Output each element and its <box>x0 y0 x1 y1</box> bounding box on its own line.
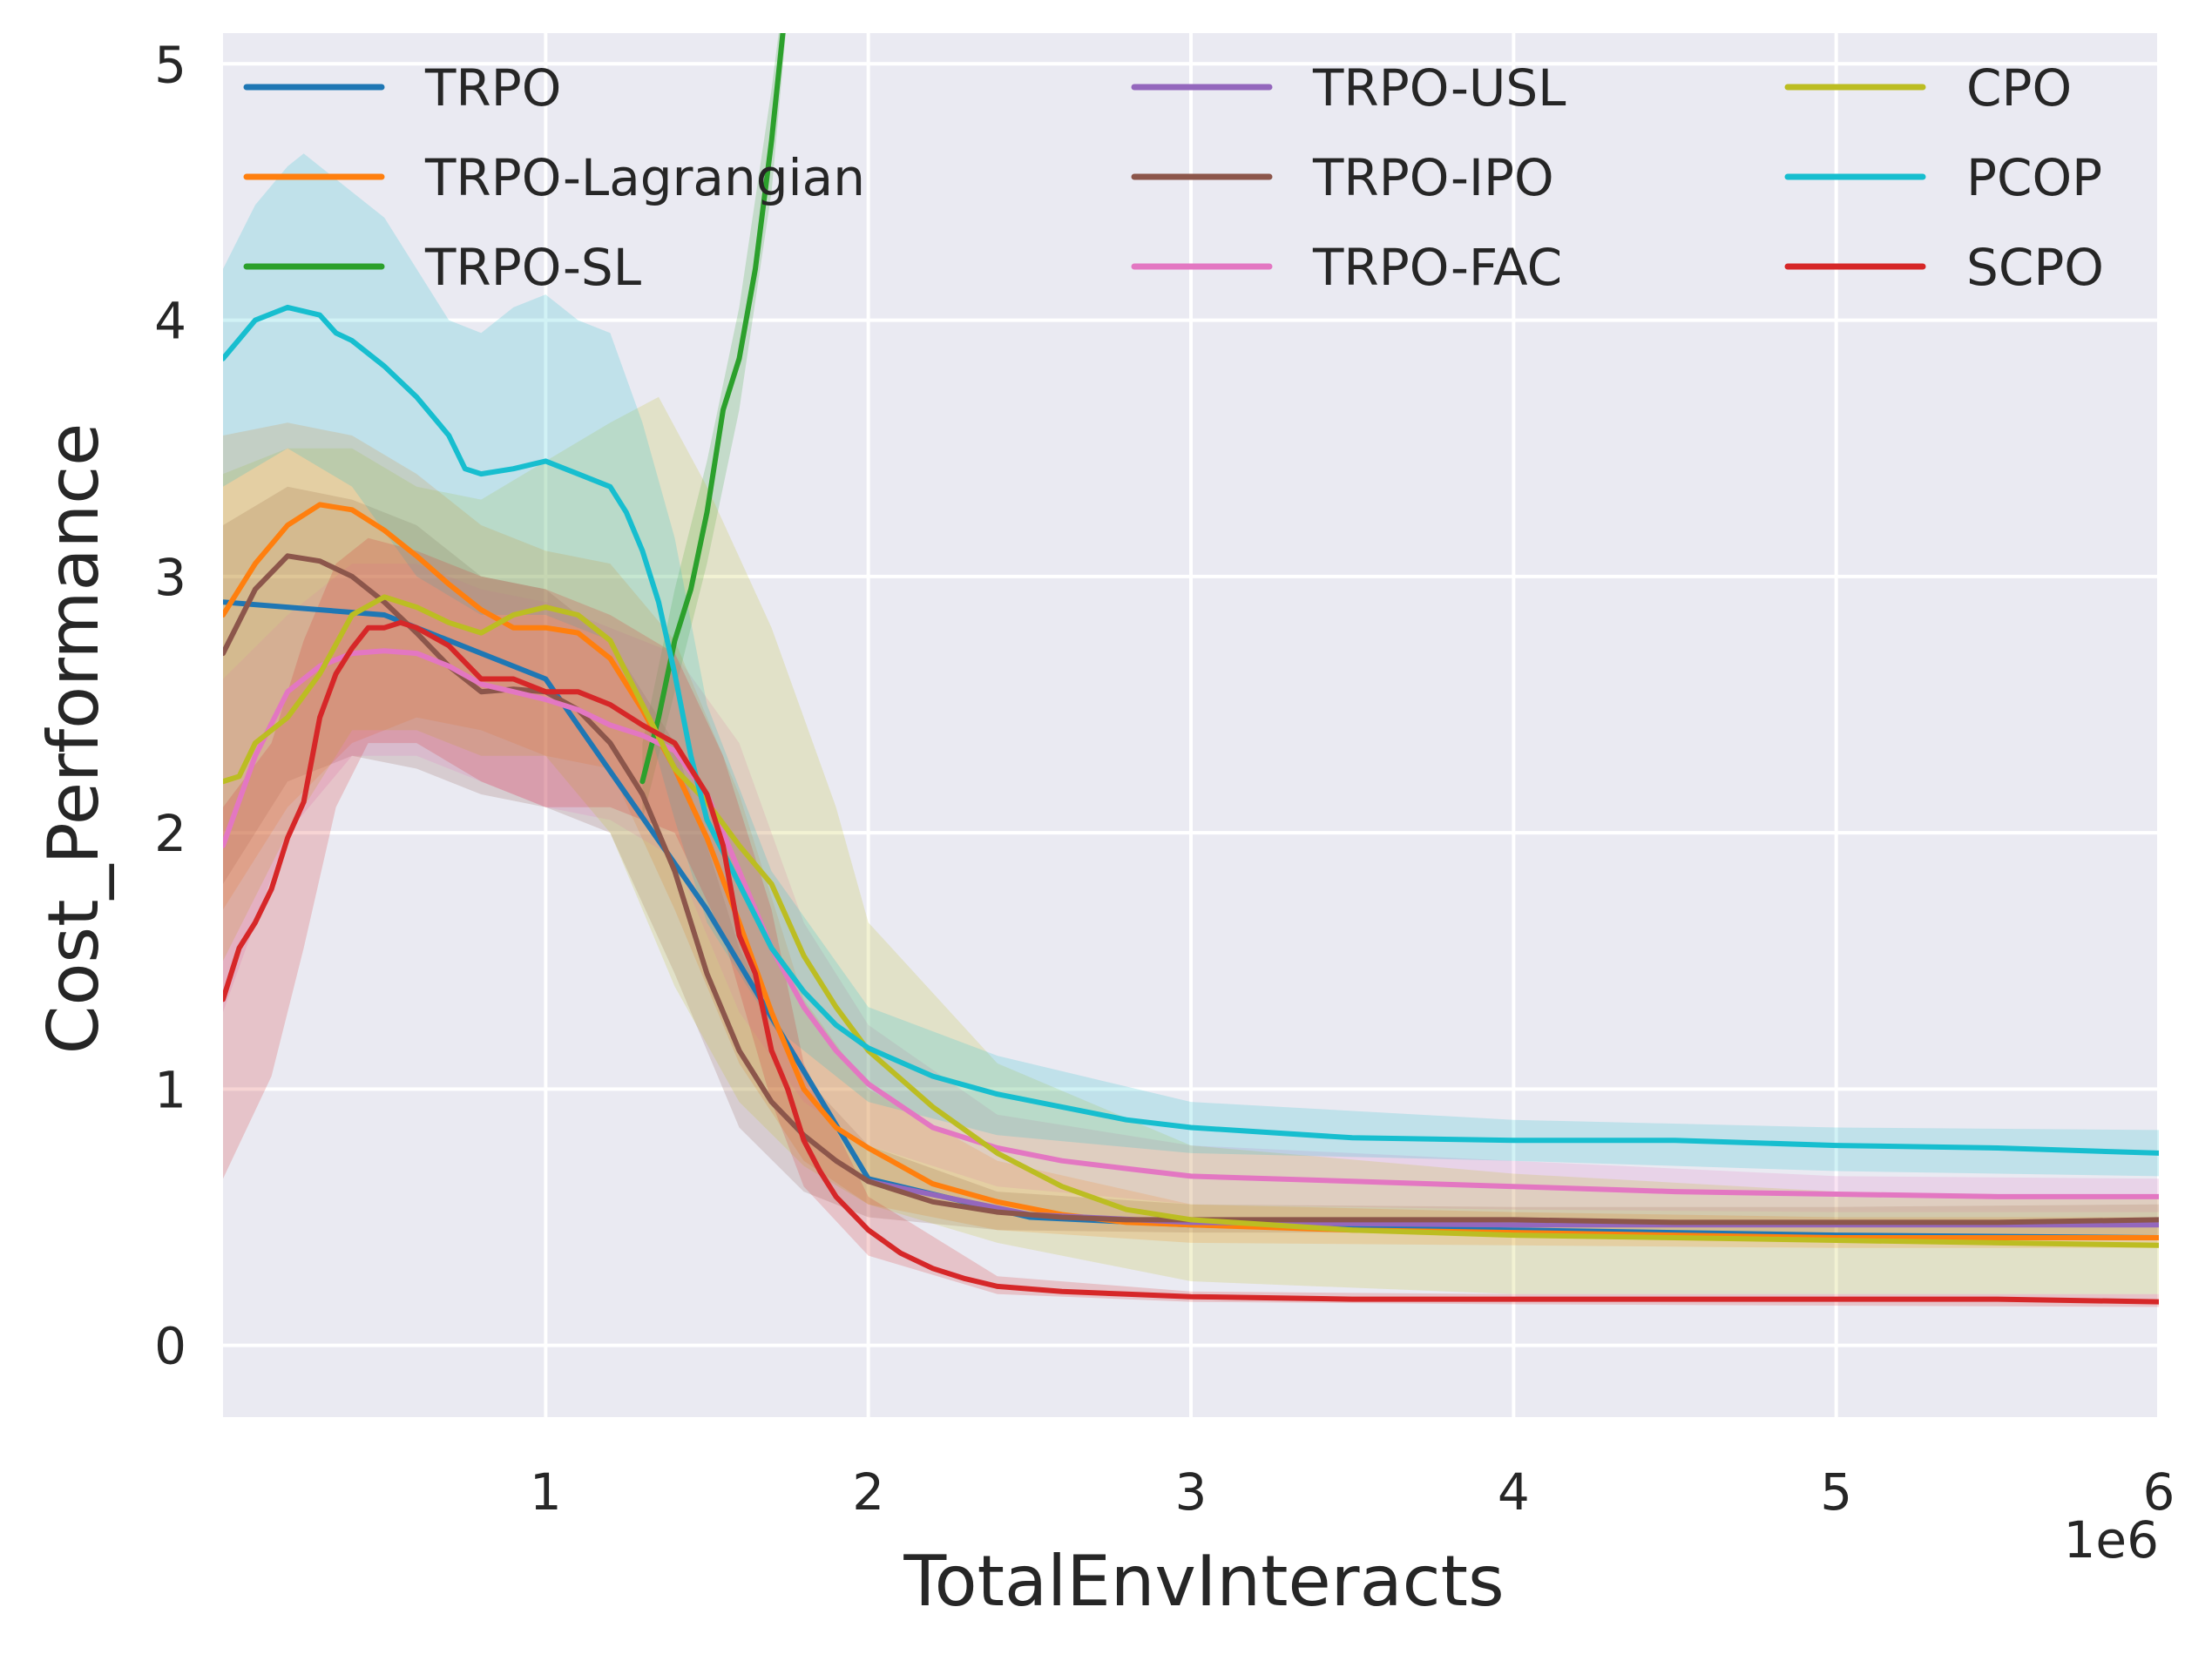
x-tick-label: 5 <box>1820 1462 1852 1522</box>
band-trpo-lagrangian <box>223 422 2159 1248</box>
legend-label-trpo-lagrangian: TRPO-Lagrangian <box>424 148 865 207</box>
x-tick-label: 4 <box>1498 1462 1530 1522</box>
y-tick-label: 0 <box>154 1317 186 1376</box>
y-tick-label: 4 <box>154 292 186 351</box>
legend-label-trpo: TRPO <box>424 58 561 118</box>
y-tick-label: 5 <box>154 35 186 94</box>
legend-label-trpo-usl: TRPO-USL <box>1312 58 1566 118</box>
legend-label-scpo: SCPO <box>1966 238 2104 297</box>
legend-label-trpo-ipo: TRPO-IPO <box>1312 148 1554 207</box>
legend-label-cpo: CPO <box>1966 58 2072 118</box>
x-tick-label: 3 <box>1175 1462 1207 1522</box>
x-tick-label: 1 <box>530 1462 562 1522</box>
x-tick-label: 6 <box>2143 1462 2175 1522</box>
line-trpo-sl <box>639 33 786 785</box>
band-trpo-ipo <box>223 486 2159 1236</box>
legend-label-trpo-sl: TRPO-SL <box>424 238 641 297</box>
series-lines <box>223 33 2159 1305</box>
legend-label-trpo-fac: TRPO-FAC <box>1312 238 1562 297</box>
x-offset-label: 1e6 <box>2064 1510 2160 1570</box>
band-pcop <box>223 153 2159 1177</box>
y-tick-label: 1 <box>154 1060 186 1119</box>
y-axis-title: Cost_Performance <box>33 423 114 1055</box>
y-tick-label: 3 <box>154 548 186 607</box>
legend-label-pcop: PCOP <box>1966 148 2102 207</box>
band-scpo <box>223 537 2159 1307</box>
y-tick-label: 2 <box>154 804 186 863</box>
line-scpo <box>223 619 2159 1305</box>
x-axis-title: TotalEnvInteracts <box>903 1541 1504 1622</box>
band-cpo <box>223 396 2159 1294</box>
line-trpo-ipo <box>223 553 2159 1225</box>
tick-labels: 0 1 2 3 4 5 1 2 3 4 5 6 <box>154 35 2175 1522</box>
band-trpo-fac <box>223 564 2159 1212</box>
line-trpo-fac <box>223 648 2159 1199</box>
legend: TRPO TRPO-Lagrangian TRPO-SL TRPO-USL TRPO-I… <box>243 58 2104 297</box>
line-pcop <box>223 304 2159 1156</box>
x-tick-label: 2 <box>852 1462 884 1522</box>
